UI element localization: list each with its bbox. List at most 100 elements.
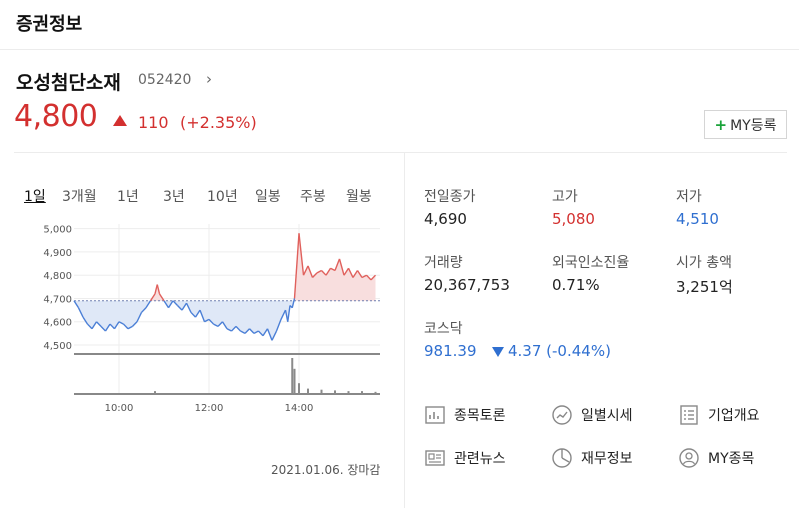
price-line-segment xyxy=(244,328,251,334)
volume-bar xyxy=(293,368,296,394)
tab-1day[interactable]: 1일 xyxy=(24,189,46,205)
volume-bar xyxy=(298,383,300,394)
tab-3year[interactable]: 3년 xyxy=(163,189,185,205)
low-label: 저가 xyxy=(676,189,702,205)
vertical-divider xyxy=(404,153,405,508)
financial-info-link[interactable]: 재무정보 xyxy=(551,447,633,469)
price-change-percent: (+2.35%) xyxy=(180,113,257,132)
market-cap-label: 시가 총액 xyxy=(676,255,732,271)
x-tick-label: 14:00 xyxy=(285,403,314,414)
daily-price-link[interactable]: 일별시세 xyxy=(551,404,633,426)
price-line-segment xyxy=(352,270,359,278)
tab-daily-candle[interactable]: 일봉 xyxy=(255,189,281,205)
financial-info-link-label: 재무정보 xyxy=(581,451,633,467)
price-line-segment xyxy=(302,265,309,276)
intraday-price-chart: 5,000 4,900 4,800 4,700 4,600 4,500 10:00 12:00… xyxy=(43,224,380,414)
kosdaq-index: 981.39 xyxy=(424,342,477,360)
price-line-segment xyxy=(176,304,183,311)
down-area-fill xyxy=(74,284,295,341)
price-line-segment xyxy=(365,274,372,281)
price-line-segment xyxy=(199,309,206,322)
volume-label: 거래량 xyxy=(424,255,463,271)
price-line-segment xyxy=(145,300,152,309)
price-line-segment xyxy=(356,270,363,278)
daily-price-link-label: 일별시세 xyxy=(581,408,633,424)
section-title: 증권정보 xyxy=(16,14,83,35)
price-line-segment xyxy=(181,302,188,311)
price-line-segment xyxy=(248,328,255,334)
chevron-right-icon[interactable]: › xyxy=(206,70,212,88)
y-tick-label: 5,000 xyxy=(43,225,72,236)
price-line-segment xyxy=(347,267,354,278)
price-line-segment xyxy=(334,258,341,271)
market-cap-value: 3,251억 xyxy=(676,278,733,296)
kosdaq-label: 코스닥 xyxy=(424,321,463,337)
price-line-segment xyxy=(208,318,215,325)
y-tick-label: 4,900 xyxy=(43,248,72,259)
price-line-segment xyxy=(73,300,80,309)
price-line-segment xyxy=(109,323,116,330)
tab-1year[interactable]: 1년 xyxy=(117,189,139,205)
tab-weekly-candle[interactable]: 주봉 xyxy=(300,189,326,205)
price-line-segment xyxy=(262,328,269,337)
price-line-segment xyxy=(361,274,367,279)
price-line-segment xyxy=(172,300,179,306)
price-line-segment xyxy=(253,330,259,335)
x-tick-label: 10:00 xyxy=(105,403,134,414)
news-link-label: 관련뉴스 xyxy=(454,451,506,467)
price-line-segment xyxy=(280,309,287,320)
price-line-segment xyxy=(221,321,228,330)
pie-chart-icon xyxy=(552,448,572,468)
my-stock-link-label: MY종목 xyxy=(708,451,755,467)
stock-name-link[interactable]: 오성첨단소재 xyxy=(16,72,121,94)
price-line-segment xyxy=(91,321,98,330)
price-line-segment xyxy=(213,323,219,328)
news-link[interactable]: 관련뉴스 xyxy=(424,447,506,469)
price-line-segment xyxy=(287,305,291,322)
price-line-segment xyxy=(298,233,305,276)
current-price: 4,800 xyxy=(14,99,98,134)
volume-bar xyxy=(361,391,363,394)
price-line-segment xyxy=(194,309,201,318)
company-overview-link[interactable]: 기업개요 xyxy=(678,404,760,426)
date-stamp: 2021.01.06. 장마감 xyxy=(271,463,381,477)
price-line-segment xyxy=(257,330,264,337)
price-line-segment xyxy=(271,330,278,341)
chart-board-icon xyxy=(425,406,445,424)
price-line-segment xyxy=(140,307,147,313)
low-value: 4,510 xyxy=(676,210,719,228)
price-line-segment xyxy=(127,325,133,330)
board-link-label: 종목토론 xyxy=(454,408,506,424)
price-line-segment xyxy=(266,328,273,341)
kosdaq-change: 4.37 (-0.44%) xyxy=(508,342,611,360)
down-triangle-icon xyxy=(492,347,504,357)
price-line-segment xyxy=(136,312,143,323)
tab-monthly-candle[interactable]: 월봉 xyxy=(346,189,372,205)
stock-code[interactable]: 052420 xyxy=(138,72,192,88)
divider xyxy=(14,152,787,153)
y-tick-label: 4,600 xyxy=(43,318,72,329)
my-register-button[interactable]: + MY등록 xyxy=(704,110,787,139)
header-bar: 증권정보 xyxy=(0,0,799,50)
up-triangle-icon xyxy=(113,115,127,126)
my-register-label: MY등록 xyxy=(730,117,777,134)
volume-bar xyxy=(320,389,323,394)
price-line-segment xyxy=(338,258,345,276)
newspaper-icon xyxy=(425,450,445,466)
price-line-segment xyxy=(343,267,350,276)
board-link[interactable]: 종목토론 xyxy=(424,404,506,426)
price-line-segment xyxy=(235,325,242,332)
price-line-segment xyxy=(163,300,170,309)
price-line-segment xyxy=(113,321,120,330)
volume-bar xyxy=(347,391,350,394)
price-line-segment xyxy=(311,272,318,279)
price-line-segment xyxy=(122,323,129,330)
tab-3month[interactable]: 3개월 xyxy=(62,189,97,205)
price-line-segment xyxy=(275,319,282,332)
price-line-segment xyxy=(149,293,156,302)
price-line-segment xyxy=(86,323,93,330)
price-line-segment xyxy=(370,274,377,281)
volume-bar xyxy=(307,388,309,394)
tab-10year[interactable]: 10년 xyxy=(207,189,238,205)
my-stock-link[interactable]: MY종목 xyxy=(678,447,754,469)
